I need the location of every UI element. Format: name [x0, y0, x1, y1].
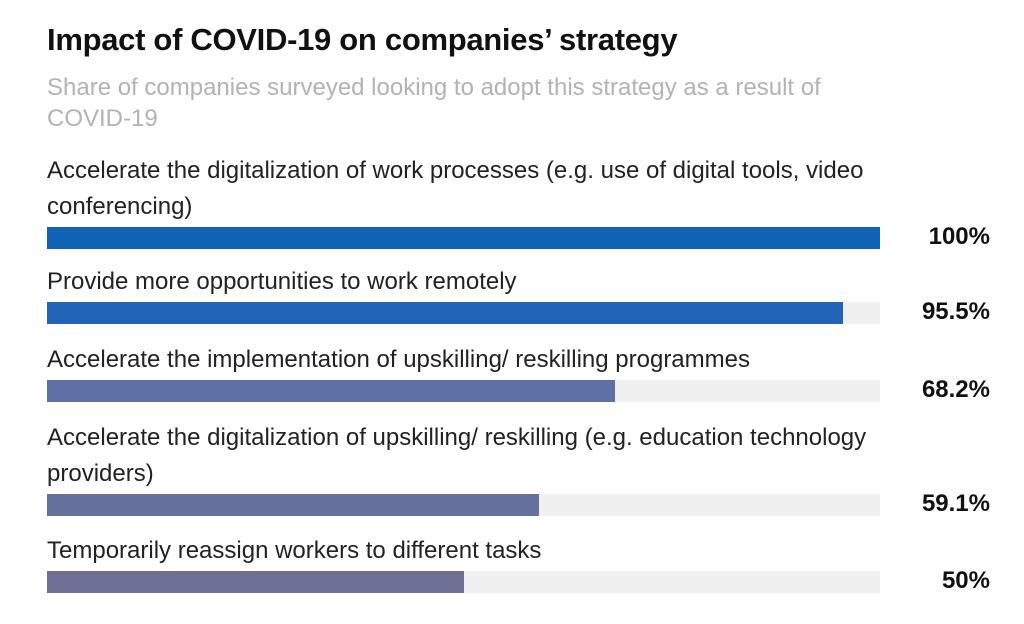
bar-fill	[47, 380, 616, 402]
chart-title: Impact of COVID-19 on companies’ strateg…	[47, 22, 678, 57]
bar-row-reassign-workers: Temporarily reassign workers to differen…	[47, 533, 997, 595]
chart-subtitle: Share of companies surveyed looking to a…	[47, 74, 821, 132]
bar-value-label: 68.2%	[921, 376, 990, 403]
bar-label: Accelerate the implementation of upskill…	[47, 346, 750, 373]
bar-track	[47, 571, 880, 593]
bar-track	[47, 494, 880, 516]
bar-fill	[47, 227, 880, 249]
bar-value-label: 50%	[941, 567, 990, 594]
bar-fill	[47, 571, 464, 593]
bar-label: Accelerate the digitalization of upskill…	[47, 424, 867, 487]
bar-track	[47, 380, 880, 402]
bar-label: Temporarily reassign workers to differen…	[47, 537, 542, 564]
bar-line: 68.2%	[47, 376, 997, 404]
bar-row-digitalization-work: Accelerate the digitalization of work pr…	[47, 153, 997, 251]
bar-line: 59.1%	[47, 490, 997, 518]
bar-row-upskilling-implementation: Accelerate the implementation of upskill…	[47, 342, 997, 404]
bar-value-label: 95.5%	[921, 298, 990, 325]
bar-value-label: 100%	[928, 223, 990, 250]
bar-row-upskilling-digitalization: Accelerate the digitalization of upskill…	[47, 420, 997, 518]
bar-track	[47, 227, 880, 249]
bar-track	[47, 302, 880, 324]
bar-label: Provide more opportunities to work remot…	[47, 268, 517, 295]
bar-row-work-remotely: Provide more opportunities to work remot…	[47, 264, 997, 326]
bar-value-label: 59.1%	[921, 490, 990, 517]
bar-label: Accelerate the digitalization of work pr…	[47, 157, 864, 220]
bar-fill	[47, 302, 843, 324]
bar-line: 95.5%	[47, 298, 997, 326]
bar-line: 100%	[47, 223, 997, 251]
bar-line: 50%	[47, 567, 997, 595]
bar-fill	[47, 494, 540, 516]
